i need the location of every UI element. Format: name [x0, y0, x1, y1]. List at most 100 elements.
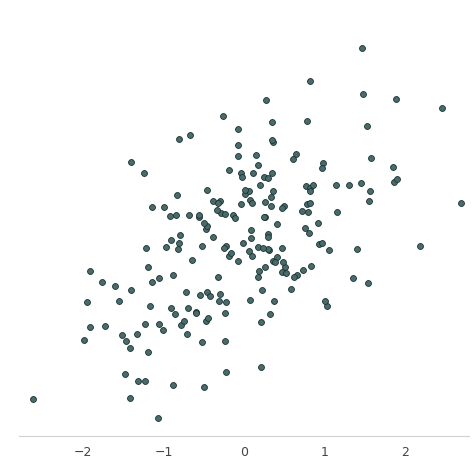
Point — [261, 213, 269, 221]
Point — [81, 336, 88, 343]
Point — [304, 208, 311, 216]
Point — [306, 187, 313, 195]
Point — [266, 310, 274, 318]
Point — [222, 368, 230, 376]
Point — [154, 414, 162, 422]
Point — [253, 151, 260, 158]
Point — [306, 199, 314, 207]
Point — [261, 263, 269, 270]
Point — [126, 394, 133, 401]
Point — [127, 286, 134, 294]
Point — [245, 188, 253, 195]
Point — [175, 239, 182, 246]
Point — [30, 396, 37, 403]
Point — [216, 198, 224, 205]
Point — [161, 203, 168, 210]
Point — [167, 304, 175, 312]
Point — [174, 245, 182, 253]
Point — [280, 202, 288, 210]
Point — [306, 230, 313, 237]
Point — [146, 302, 154, 310]
Point — [214, 200, 221, 207]
Point — [101, 322, 109, 330]
Point — [204, 315, 212, 322]
Point — [229, 211, 237, 219]
Point — [234, 153, 242, 160]
Point — [271, 258, 279, 266]
Point — [267, 202, 274, 210]
Point — [200, 219, 208, 227]
Point — [235, 126, 242, 133]
Point — [203, 222, 210, 229]
Point — [83, 299, 91, 306]
Point — [346, 181, 353, 189]
Point — [271, 297, 278, 305]
Point — [225, 166, 232, 173]
Point — [148, 278, 155, 286]
Point — [288, 285, 295, 293]
Point — [269, 138, 277, 146]
Point — [121, 370, 129, 377]
Point — [202, 226, 210, 233]
Point — [279, 258, 287, 266]
Point — [256, 181, 264, 189]
Point — [140, 169, 148, 177]
Point — [186, 211, 193, 219]
Point — [273, 253, 281, 261]
Point — [273, 220, 281, 228]
Point — [389, 164, 397, 171]
Point — [241, 186, 249, 194]
Point — [155, 274, 163, 282]
Point — [239, 239, 247, 247]
Point — [197, 291, 204, 299]
Point — [144, 349, 152, 356]
Point — [300, 266, 307, 274]
Point — [391, 178, 398, 186]
Point — [220, 245, 228, 252]
Point — [309, 181, 317, 189]
Point — [269, 188, 277, 195]
Point — [141, 377, 148, 384]
Point — [306, 184, 314, 191]
Point — [457, 199, 465, 207]
Point — [223, 243, 230, 250]
Point — [118, 331, 126, 339]
Point — [99, 278, 106, 285]
Point — [216, 291, 224, 298]
Point — [293, 272, 301, 279]
Point — [172, 310, 179, 318]
Point — [260, 173, 267, 181]
Point — [290, 155, 297, 163]
Point — [353, 245, 361, 253]
Point — [318, 239, 326, 247]
Point — [192, 310, 200, 317]
Point — [314, 219, 321, 227]
Point — [278, 244, 286, 251]
Point — [216, 298, 223, 305]
Point — [231, 214, 238, 221]
Point — [292, 151, 300, 158]
Point — [237, 170, 245, 177]
Point — [235, 141, 242, 148]
Point — [282, 264, 289, 271]
Point — [134, 377, 142, 385]
Point — [169, 272, 176, 279]
Point — [358, 44, 366, 52]
Point — [364, 279, 372, 287]
Point — [257, 318, 265, 326]
Point — [162, 243, 170, 251]
Point — [267, 193, 274, 201]
Point — [325, 246, 333, 254]
Point — [155, 320, 163, 328]
Point — [172, 211, 180, 219]
Point — [86, 267, 94, 275]
Point — [214, 273, 222, 281]
Point — [200, 383, 208, 391]
Point — [202, 318, 210, 325]
Point — [192, 308, 200, 316]
Point — [219, 112, 227, 120]
Point — [264, 230, 272, 238]
Point — [301, 224, 309, 232]
Point — [283, 269, 290, 277]
Point — [234, 257, 242, 265]
